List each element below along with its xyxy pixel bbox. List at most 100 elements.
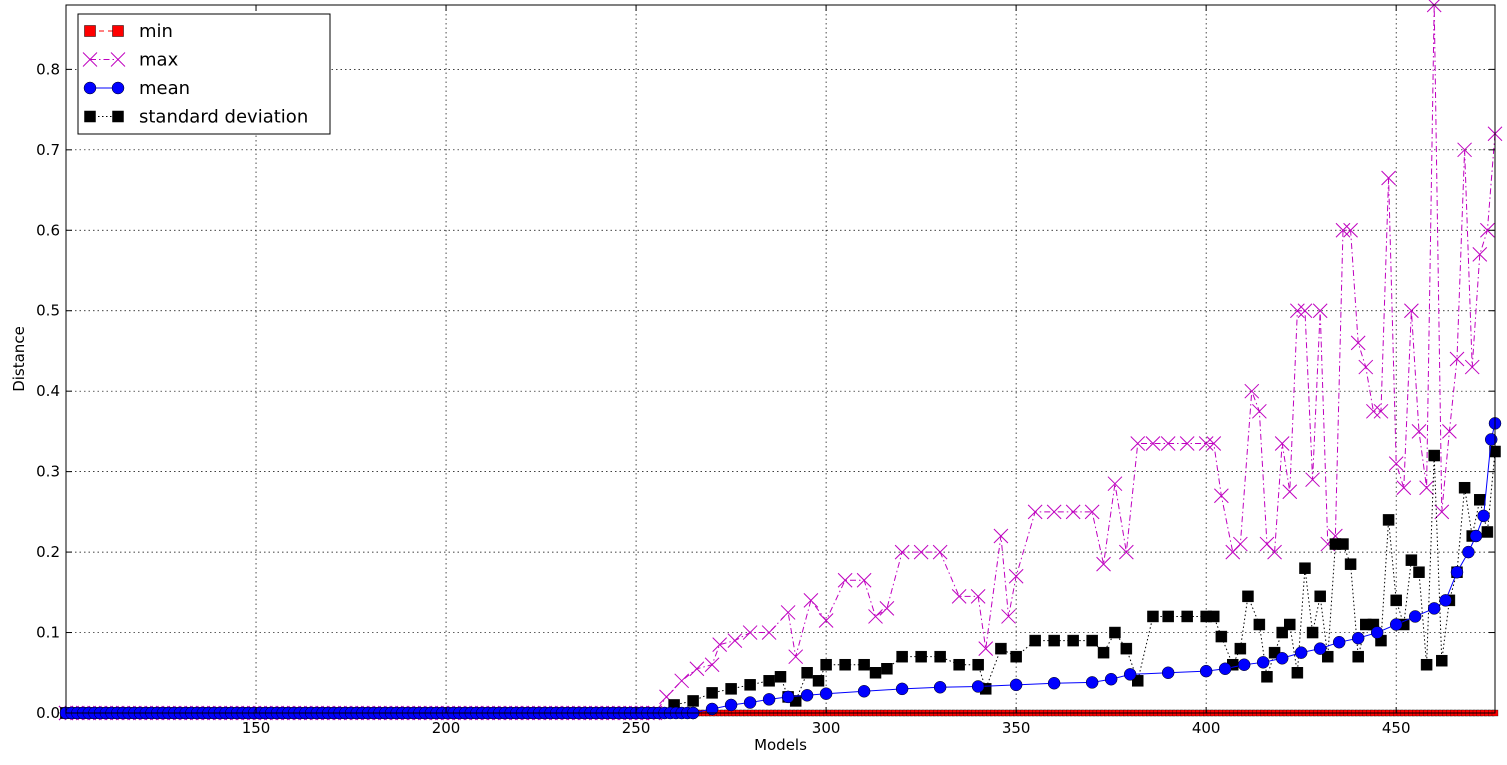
data-point [1312, 303, 1328, 319]
data-point [1332, 635, 1346, 649]
data-point [1253, 618, 1266, 631]
data-point [857, 685, 871, 698]
data-point [1065, 504, 1081, 520]
legend-marker [83, 81, 97, 95]
data-point [820, 658, 832, 671]
data-point [1420, 658, 1433, 671]
data-point [1027, 504, 1043, 520]
data-point [1284, 618, 1296, 631]
data-point [913, 544, 929, 560]
x-tick-label: 350 [1002, 719, 1031, 737]
data-point [725, 683, 737, 695]
data-point [970, 588, 986, 604]
data-point [1107, 476, 1123, 492]
data-point [839, 658, 851, 671]
x-axis-label: Models [754, 736, 807, 754]
data-point [1413, 566, 1425, 578]
data-point [1337, 538, 1349, 550]
data-point [1358, 359, 1374, 375]
legend-label: min [139, 21, 173, 42]
legend-marker [112, 25, 124, 37]
data-point [1350, 335, 1366, 351]
data-point [1305, 472, 1320, 488]
data-point [1010, 650, 1022, 663]
data-point [1373, 403, 1389, 419]
series-line [66, 4, 1496, 714]
data-point [1388, 456, 1404, 471]
legend-marker [82, 52, 98, 67]
data-point [742, 625, 758, 640]
data-point [1160, 436, 1176, 451]
data-point [1067, 634, 1079, 647]
data-point [896, 650, 908, 663]
data-point [1464, 359, 1480, 375]
y-tick-label: 0.6 [36, 221, 60, 239]
data-point [812, 675, 825, 687]
data-point [1261, 671, 1273, 683]
data-point [727, 633, 743, 648]
data-point [1306, 626, 1319, 639]
data-point [819, 687, 833, 700]
data-point [1276, 626, 1288, 639]
data-point [1297, 303, 1313, 319]
data-point [1382, 514, 1395, 526]
legend: min max mean standard deviation [77, 13, 331, 135]
data-point [1046, 504, 1062, 520]
legend-label: standard deviation [139, 107, 308, 128]
data-point [1449, 351, 1465, 367]
data-point [712, 637, 728, 652]
data-point [1145, 436, 1161, 451]
data-point [1411, 424, 1427, 439]
data-point [934, 650, 946, 663]
data-point [1109, 626, 1121, 639]
data-point [895, 682, 909, 696]
legend-marker [84, 110, 96, 123]
data-point [705, 702, 719, 716]
data-point [1096, 556, 1111, 572]
data-point [932, 544, 948, 560]
data-point [1419, 480, 1434, 496]
data-point [1472, 247, 1488, 262]
legend-marker [84, 25, 96, 37]
data-point [881, 663, 893, 675]
data-point [1370, 626, 1384, 639]
data-point [1335, 222, 1351, 238]
data-point [1405, 554, 1418, 566]
data-point [1434, 504, 1450, 520]
data-point [1104, 672, 1118, 686]
legend-item-standard-deviation: standard deviation [84, 107, 308, 128]
data-point [933, 681, 947, 694]
data-point [761, 625, 777, 640]
x-tick-label: 200 [432, 719, 461, 737]
data-point [1404, 303, 1419, 319]
x-tick-label: 400 [1192, 719, 1221, 737]
data-point [1390, 594, 1402, 607]
data-point [1290, 303, 1305, 319]
data-point [1436, 654, 1448, 667]
data-point [774, 671, 787, 683]
data-point [1343, 222, 1358, 238]
y-tick-label: 0.4 [36, 382, 60, 400]
legend-label: max [139, 50, 179, 71]
data-point [1179, 436, 1195, 451]
series-mean [59, 417, 1502, 720]
data-point [951, 588, 967, 604]
x-tick-label: 150 [242, 719, 271, 737]
y-tick-label: 0.8 [36, 60, 60, 78]
y-axis-label: Distance [10, 326, 28, 392]
data-point [1474, 494, 1486, 506]
data-point [1218, 662, 1232, 675]
data-point [1469, 529, 1483, 543]
data-point [801, 667, 813, 679]
data-point [1132, 675, 1144, 687]
data-point [1322, 650, 1334, 663]
data-point [1477, 509, 1490, 523]
x-tick-label: 300 [812, 719, 841, 737]
legend-item-min: min [84, 21, 173, 42]
data-point [1048, 634, 1060, 647]
data-point [1120, 642, 1133, 655]
data-point [1366, 403, 1381, 419]
data-point [803, 593, 819, 608]
legend-marker [112, 110, 124, 123]
